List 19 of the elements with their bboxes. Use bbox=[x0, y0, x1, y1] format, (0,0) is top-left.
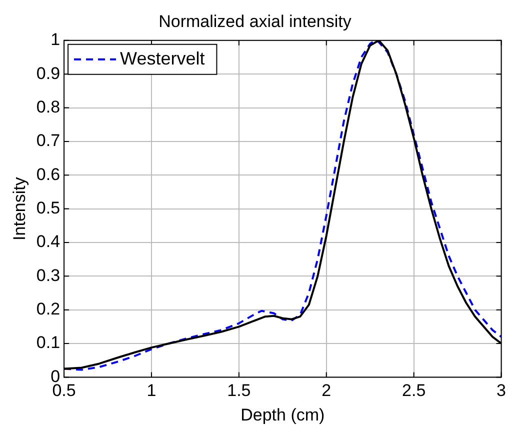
legend-label: Westervelt bbox=[120, 48, 205, 68]
x-tick-label: 3 bbox=[496, 381, 506, 400]
x-tick-label: 1 bbox=[146, 381, 156, 400]
y-tick-label: 0.5 bbox=[36, 198, 60, 218]
y-tick-label: 1 bbox=[50, 30, 60, 50]
y-axis-title: Intensity bbox=[10, 176, 29, 240]
y-tick-label: 0.6 bbox=[36, 164, 60, 184]
y-tick-label: 0.7 bbox=[36, 131, 60, 150]
y-tick-label: 0.2 bbox=[36, 300, 60, 319]
y-tick-label: 0.3 bbox=[36, 266, 60, 285]
y-tick-label: 0.1 bbox=[36, 333, 60, 352]
y-tick-label: 0.9 bbox=[36, 64, 60, 83]
x-tick-label: 2.5 bbox=[402, 381, 426, 400]
x-tick-label: 2 bbox=[322, 381, 332, 400]
y-tick-label: 0.4 bbox=[36, 232, 60, 252]
x-axis-title: Depth (cm) bbox=[240, 405, 325, 424]
y-tick-label: 0.8 bbox=[36, 97, 60, 116]
chart-title: Normalized axial intensity bbox=[158, 12, 352, 31]
x-tick-label: 1.5 bbox=[227, 381, 251, 400]
